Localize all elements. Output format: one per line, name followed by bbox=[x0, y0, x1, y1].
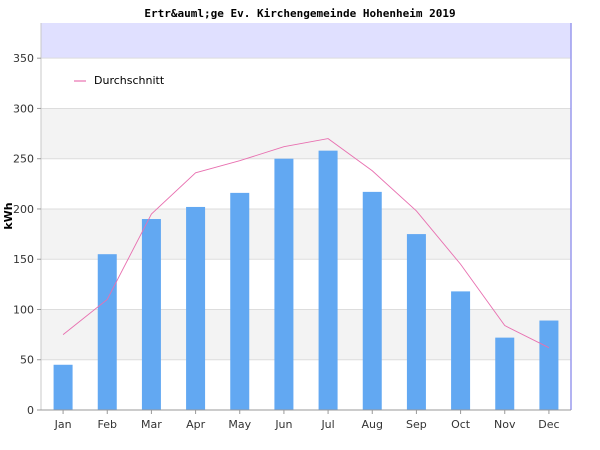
plot-top-band bbox=[41, 23, 571, 59]
bar bbox=[186, 206, 206, 410]
bar bbox=[318, 150, 338, 411]
x-tick-label: Oct bbox=[451, 418, 471, 431]
x-tick-label: May bbox=[228, 418, 251, 431]
y-tick-label: 50 bbox=[20, 354, 34, 367]
legend: Durchschnitt bbox=[74, 74, 165, 87]
bar-series bbox=[53, 150, 559, 411]
grid-band bbox=[41, 58, 571, 109]
x-tick-label: Mar bbox=[141, 418, 162, 431]
y-axis-label: kWh bbox=[2, 202, 15, 229]
grid-band bbox=[41, 309, 571, 360]
bar bbox=[362, 191, 382, 410]
bar bbox=[230, 192, 250, 410]
grid-bands bbox=[41, 23, 571, 410]
x-tick-label: Apr bbox=[186, 418, 206, 431]
bar bbox=[451, 291, 471, 410]
y-tick-label: 0 bbox=[27, 404, 34, 417]
y-tick-label: 300 bbox=[13, 102, 34, 115]
bar bbox=[274, 158, 294, 410]
y-tick-labels: 0 50 100 150 200 250 300 350 bbox=[13, 52, 34, 417]
grid-band bbox=[41, 359, 571, 410]
y-tick-label: 350 bbox=[13, 52, 34, 65]
bar bbox=[97, 254, 117, 410]
y-tick-label: 250 bbox=[13, 153, 34, 166]
x-tick-label: Nov bbox=[494, 418, 516, 431]
grid-band bbox=[41, 158, 571, 209]
chart-title: Ertr&auml;ge Ev. Kirchengemeinde Hohenhe… bbox=[144, 7, 455, 20]
grid-band bbox=[41, 108, 571, 159]
line-series bbox=[62, 138, 550, 349]
x-tick-labels: Jan Feb Mar Apr May Jun Jul Aug Sep Oct Nov Dec bbox=[54, 418, 560, 431]
legend-label: Durchschnitt bbox=[94, 74, 165, 87]
x-tick-label: Jan bbox=[54, 418, 72, 431]
x-tick-label: Feb bbox=[98, 418, 117, 431]
x-tick-label: Sep bbox=[406, 418, 427, 431]
y-tick-label: 100 bbox=[13, 303, 34, 316]
x-tick-label: Jun bbox=[274, 418, 292, 431]
bar bbox=[141, 219, 161, 410]
bar bbox=[53, 364, 73, 410]
x-tick-label: Dec bbox=[538, 418, 559, 431]
grid-band bbox=[41, 259, 571, 310]
axes bbox=[37, 23, 572, 414]
x-tick-label: Aug bbox=[362, 418, 383, 431]
y-tick-label: 150 bbox=[13, 253, 34, 266]
y-tick-label: 200 bbox=[13, 203, 34, 216]
bar bbox=[495, 337, 515, 410]
bar bbox=[539, 320, 559, 410]
bar bbox=[406, 234, 426, 410]
grid-band bbox=[41, 208, 571, 260]
average-line bbox=[62, 138, 550, 349]
x-tick-label: Jul bbox=[320, 418, 334, 431]
